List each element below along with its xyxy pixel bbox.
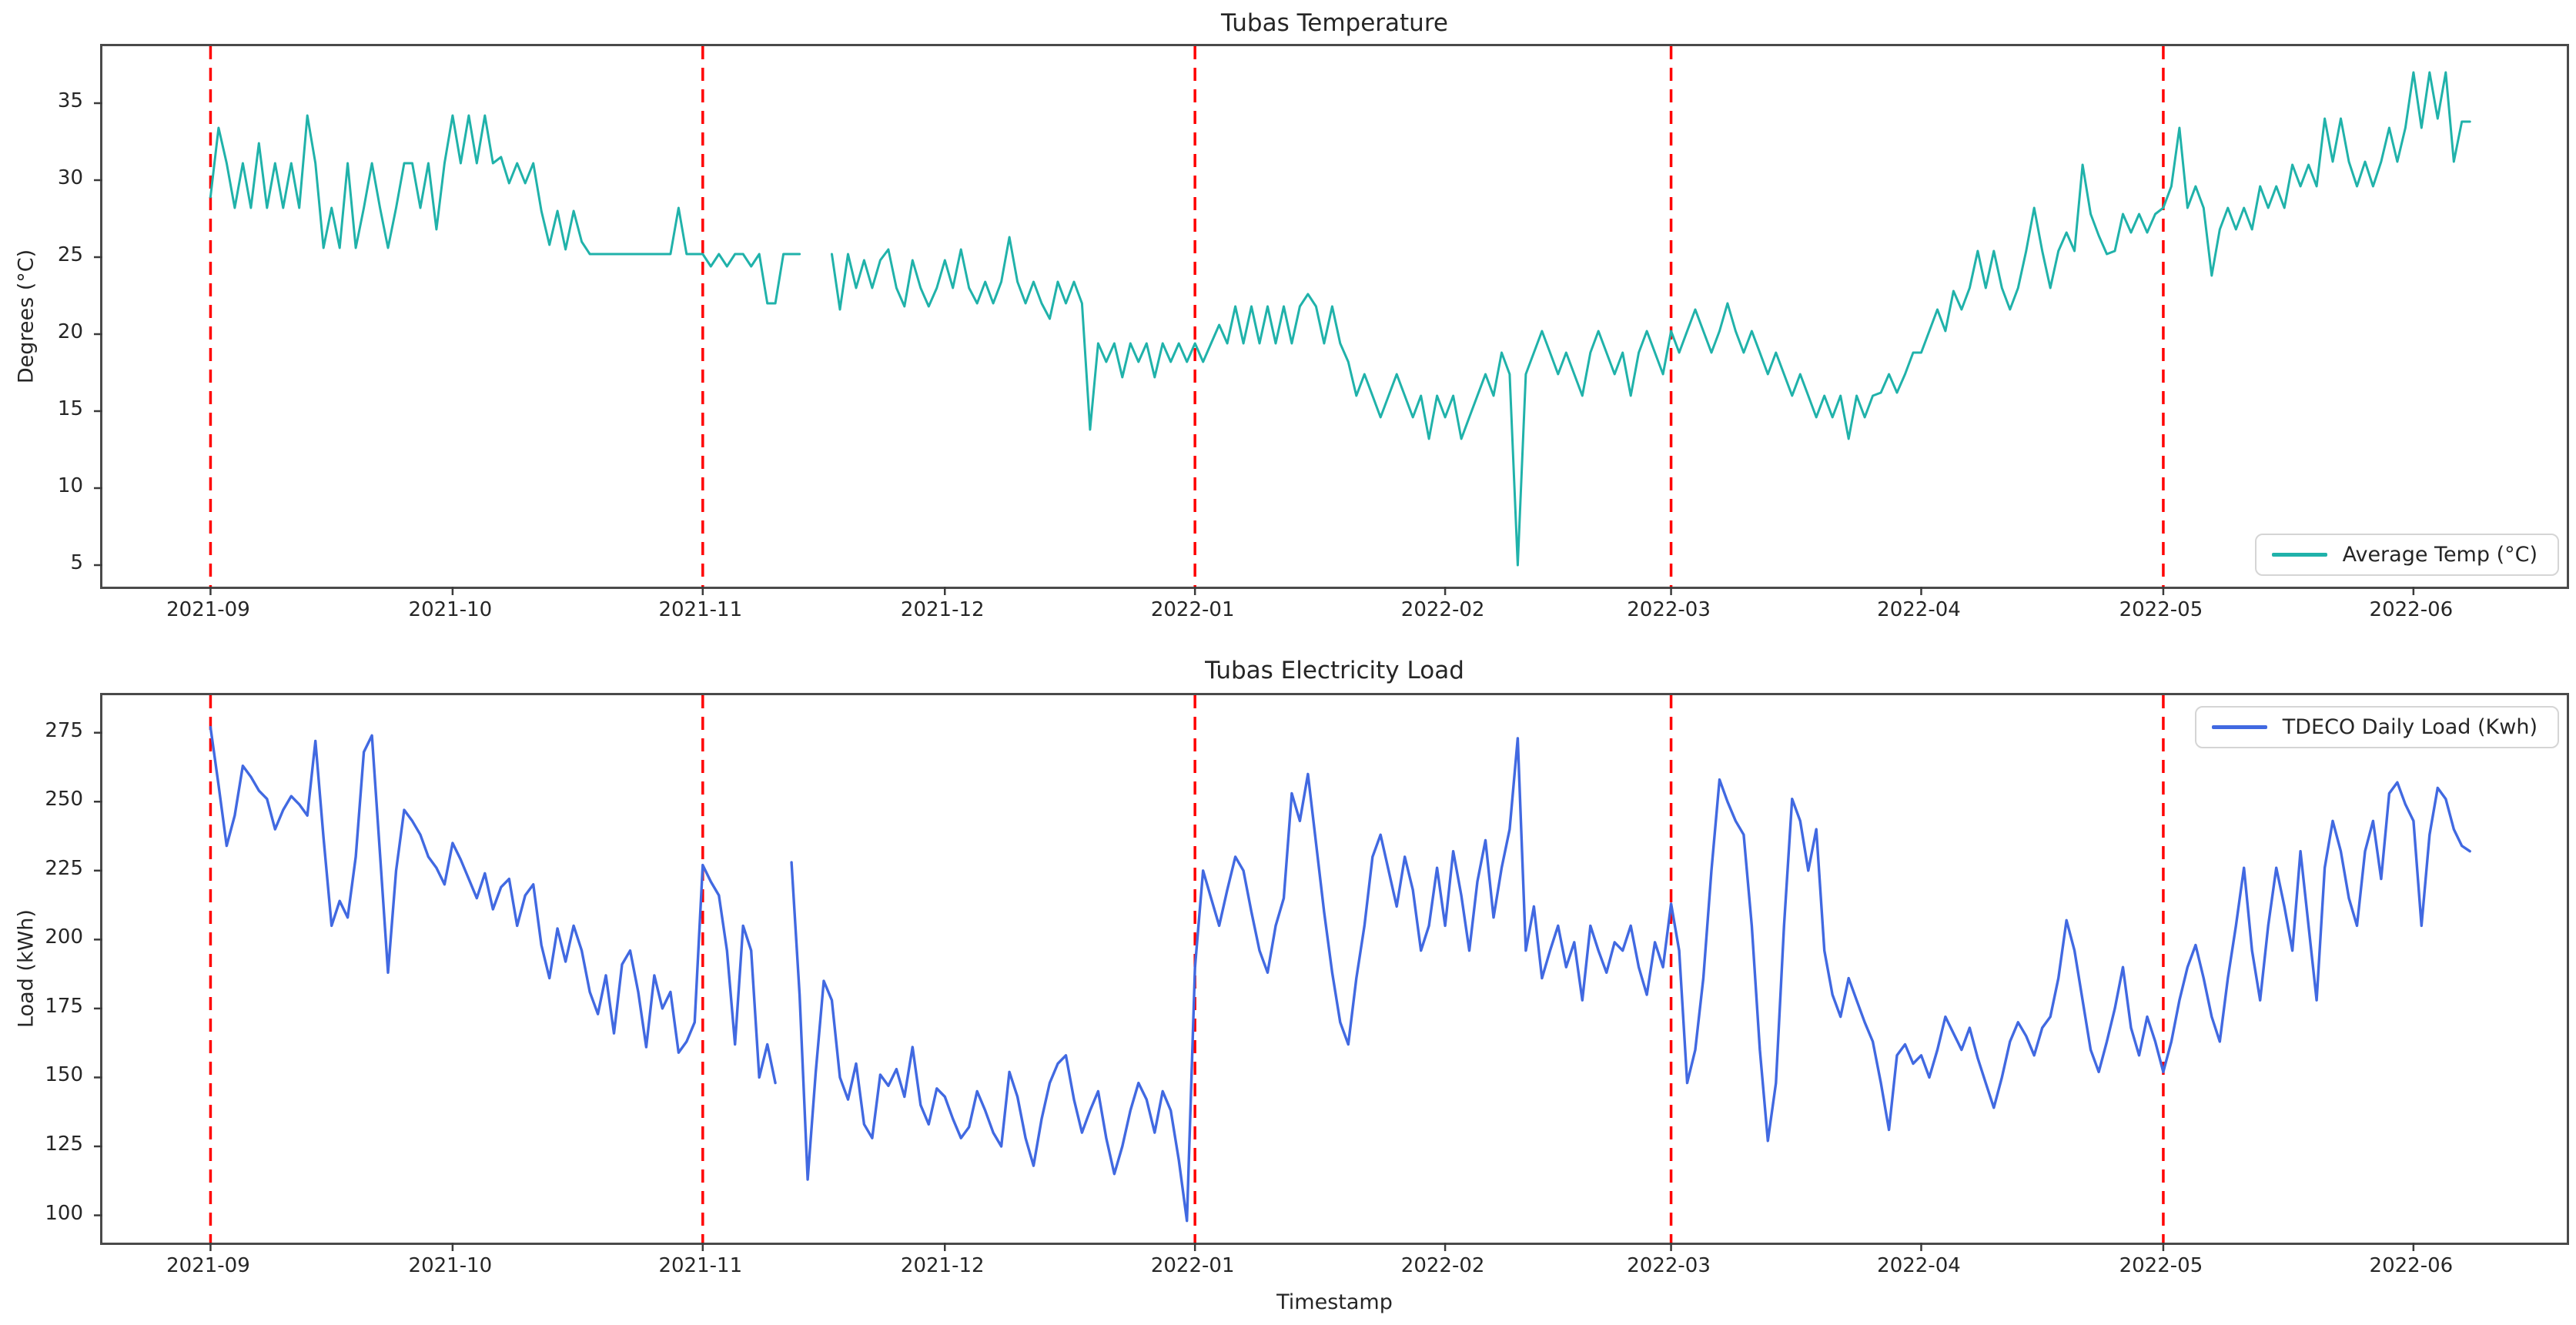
load-plot-area: TDECO Daily Load (Kwh)	[94, 693, 2569, 1251]
y-tick-label: 35	[57, 89, 83, 112]
y-tick-label: 100	[45, 1201, 83, 1225]
temperature-legend-line-sample	[2271, 553, 2327, 557]
y-tick-label: 250	[45, 788, 83, 811]
x-tick-label: 2022-03	[1627, 598, 1711, 621]
x-tick-label: 2022-02	[1400, 598, 1485, 621]
x-tick-label: 2021-09	[166, 598, 250, 621]
y-tick-label: 150	[45, 1063, 83, 1087]
x-tick-label: 2021-11	[658, 1254, 743, 1277]
temperature-plot-area: Average Temp (°C)	[94, 44, 2569, 595]
x-tick-label: 2021-11	[658, 598, 743, 621]
x-tick-label: 2021-09	[166, 1254, 250, 1277]
y-tick-label: 15	[57, 397, 83, 420]
x-tick-label: 2022-06	[2369, 1254, 2454, 1277]
temperature-y-axis-label: Degrees (°C)	[14, 249, 38, 384]
x-tick-label: 2022-05	[2119, 598, 2203, 621]
load-x-tick-labels: 2021-09 2021-10 2021-11 2021-12 2022-01 2022-…	[0, 1254, 2576, 1325]
y-tick-label: 20	[57, 320, 83, 343]
y-tick-label: 200	[45, 925, 83, 949]
temperature-series-svg	[94, 46, 2471, 595]
x-tick-label: 2022-04	[1877, 598, 1961, 621]
temperature-legend-label: Average Temp (°C)	[2342, 543, 2538, 567]
y-tick-label: 25	[57, 243, 83, 266]
timestamp-x-axis-label: Timestamp	[1276, 1290, 1393, 1314]
load-chart-title: Tubas Electricity Load	[1205, 657, 1464, 684]
x-tick-label: 2022-03	[1627, 1254, 1711, 1277]
load-y-axis-label: Load (kWh)	[14, 909, 38, 1028]
x-tick-label: 2022-01	[1150, 598, 1235, 621]
load-legend: TDECO Daily Load (Kwh)	[2194, 706, 2559, 748]
x-tick-label: 2021-12	[900, 598, 985, 621]
x-tick-label: 2022-02	[1400, 1254, 1485, 1277]
y-tick-label: 5	[70, 551, 83, 574]
x-tick-label: 2021-10	[408, 1254, 493, 1277]
x-tick-label: 2021-12	[900, 1254, 985, 1277]
y-tick-label: 175	[45, 994, 83, 1018]
y-tick-label: 125	[45, 1132, 83, 1156]
load-legend-label: TDECO Daily Load (Kwh)	[2282, 715, 2538, 739]
x-tick-label: 2022-06	[2369, 598, 2454, 621]
temperature-chart-title: Tubas Temperature	[1221, 9, 1448, 37]
load-legend-line-sample	[2211, 725, 2267, 729]
y-tick-label: 275	[45, 718, 83, 742]
series-line	[209, 71, 2471, 567]
y-tick-label: 225	[45, 856, 83, 880]
y-tick-label: 10	[57, 474, 83, 497]
y-tick-label: 30	[57, 166, 83, 189]
x-tick-label: 2022-05	[2119, 1254, 2203, 1277]
x-tick-label: 2022-01	[1150, 1254, 1235, 1277]
x-tick-label: 2022-04	[1877, 1254, 1961, 1277]
series-line	[209, 725, 2471, 1223]
load-series-svg	[94, 695, 2471, 1251]
temperature-legend: Average Temp (°C)	[2254, 534, 2559, 576]
x-tick-label: 2021-10	[408, 598, 493, 621]
